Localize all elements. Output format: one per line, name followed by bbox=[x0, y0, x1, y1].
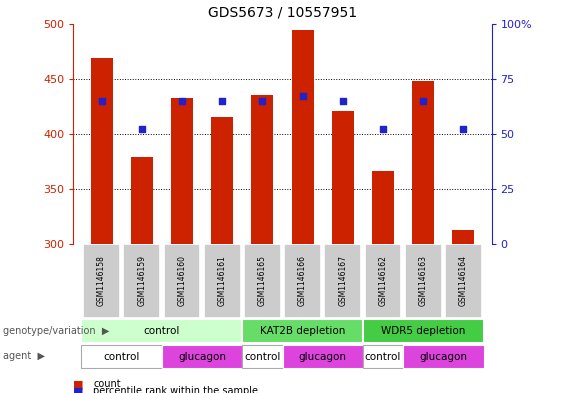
FancyBboxPatch shape bbox=[324, 244, 361, 318]
Text: GSM1146162: GSM1146162 bbox=[379, 255, 388, 307]
Text: GSM1146163: GSM1146163 bbox=[419, 255, 428, 307]
FancyBboxPatch shape bbox=[162, 345, 242, 368]
Text: GSM1146161: GSM1146161 bbox=[218, 255, 227, 307]
FancyBboxPatch shape bbox=[83, 244, 120, 318]
Text: GSM1146160: GSM1146160 bbox=[177, 255, 186, 307]
Bar bbox=[90, 58, 112, 244]
Bar bbox=[131, 157, 153, 244]
Bar bbox=[453, 230, 475, 244]
Bar bbox=[412, 81, 434, 244]
Point bbox=[97, 97, 106, 104]
Bar bbox=[251, 95, 273, 244]
Bar bbox=[292, 30, 314, 244]
FancyBboxPatch shape bbox=[363, 345, 403, 368]
FancyBboxPatch shape bbox=[242, 345, 282, 368]
FancyBboxPatch shape bbox=[405, 244, 442, 318]
FancyBboxPatch shape bbox=[282, 345, 363, 368]
Text: agent  ▶: agent ▶ bbox=[3, 351, 45, 362]
FancyBboxPatch shape bbox=[244, 244, 281, 318]
Point bbox=[298, 93, 307, 99]
Point bbox=[419, 97, 428, 104]
Text: genotype/variation  ▶: genotype/variation ▶ bbox=[3, 326, 109, 336]
FancyBboxPatch shape bbox=[81, 320, 242, 343]
Point bbox=[137, 126, 146, 132]
FancyBboxPatch shape bbox=[364, 244, 402, 318]
Bar bbox=[332, 110, 354, 244]
Text: control: control bbox=[103, 352, 140, 362]
FancyBboxPatch shape bbox=[403, 345, 484, 368]
FancyBboxPatch shape bbox=[242, 320, 363, 343]
Text: ■: ■ bbox=[73, 379, 84, 389]
Bar bbox=[211, 117, 233, 244]
Point bbox=[218, 97, 227, 104]
FancyBboxPatch shape bbox=[445, 244, 482, 318]
FancyBboxPatch shape bbox=[123, 244, 160, 318]
FancyBboxPatch shape bbox=[163, 244, 201, 318]
Point bbox=[338, 97, 347, 104]
Title: GDS5673 / 10557951: GDS5673 / 10557951 bbox=[208, 6, 357, 20]
Text: glucagon: glucagon bbox=[299, 352, 347, 362]
Text: control: control bbox=[365, 352, 401, 362]
Point bbox=[258, 97, 267, 104]
Text: GSM1146164: GSM1146164 bbox=[459, 255, 468, 307]
Point bbox=[177, 97, 186, 104]
Text: GSM1146167: GSM1146167 bbox=[338, 255, 347, 307]
Text: GSM1146158: GSM1146158 bbox=[97, 255, 106, 307]
Text: glucagon: glucagon bbox=[178, 352, 226, 362]
Bar bbox=[171, 98, 193, 244]
Text: WDR5 depletion: WDR5 depletion bbox=[381, 326, 466, 336]
Text: GSM1146159: GSM1146159 bbox=[137, 255, 146, 307]
Text: control: control bbox=[144, 326, 180, 336]
Text: ■: ■ bbox=[73, 386, 84, 393]
Text: percentile rank within the sample: percentile rank within the sample bbox=[93, 386, 258, 393]
Text: control: control bbox=[244, 352, 281, 362]
Text: glucagon: glucagon bbox=[419, 352, 467, 362]
FancyBboxPatch shape bbox=[81, 345, 162, 368]
Text: KAT2B depletion: KAT2B depletion bbox=[260, 326, 345, 336]
Text: GSM1146166: GSM1146166 bbox=[298, 255, 307, 307]
Point bbox=[379, 126, 388, 132]
Bar bbox=[372, 171, 394, 244]
Text: count: count bbox=[93, 379, 121, 389]
FancyBboxPatch shape bbox=[284, 244, 321, 318]
Text: GSM1146165: GSM1146165 bbox=[258, 255, 267, 307]
Point bbox=[459, 126, 468, 132]
FancyBboxPatch shape bbox=[204, 244, 241, 318]
FancyBboxPatch shape bbox=[363, 320, 484, 343]
